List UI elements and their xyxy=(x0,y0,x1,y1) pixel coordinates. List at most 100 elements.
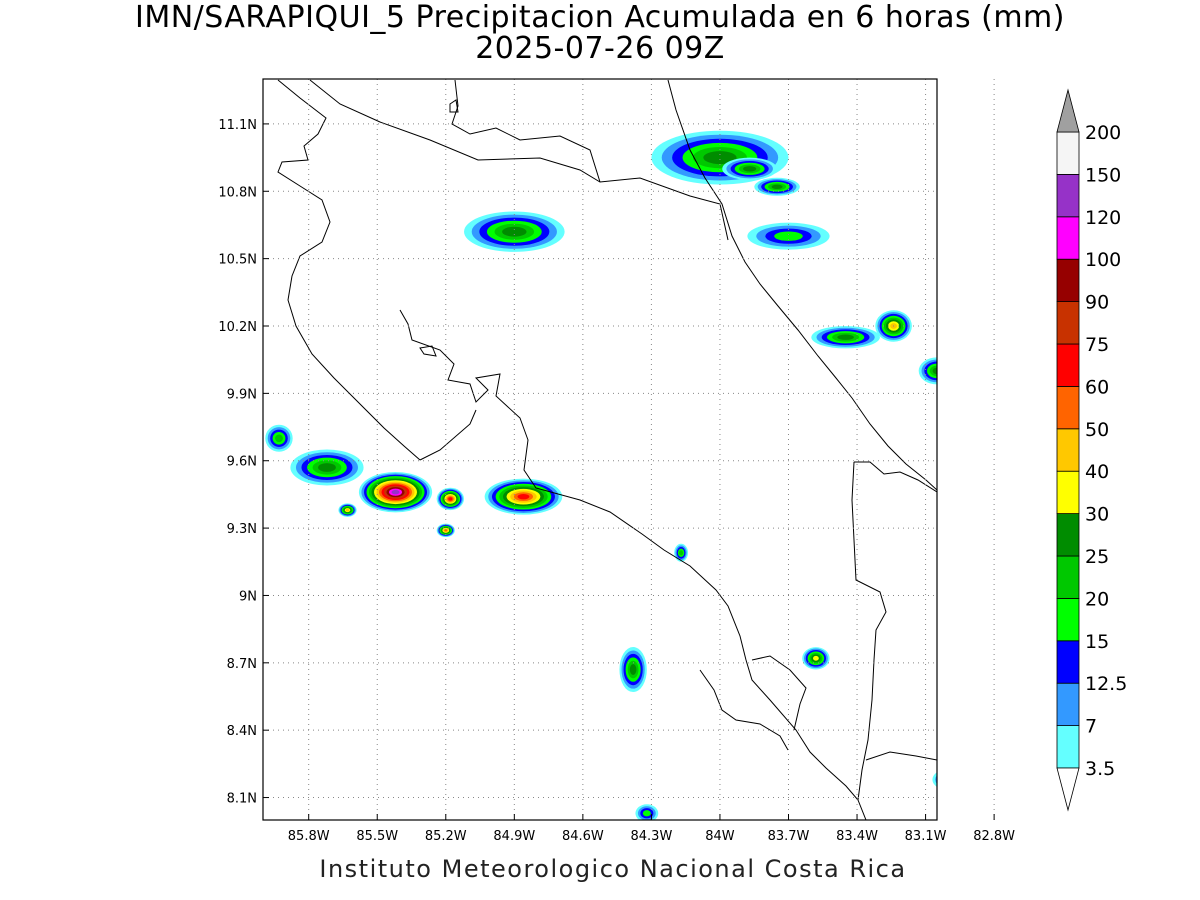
lon-tick-label: 84.9W xyxy=(493,829,535,844)
legend-label: 40 xyxy=(1085,461,1109,483)
precip-cell xyxy=(484,478,563,515)
precip-contour xyxy=(994,448,1009,465)
precip-contour xyxy=(938,769,981,790)
precip-contour xyxy=(992,446,1010,466)
legend-label: 15 xyxy=(1085,631,1109,653)
precip-cell xyxy=(747,222,830,250)
lon-tick-label: 83.4W xyxy=(836,829,878,844)
legend-label: 25 xyxy=(1085,546,1109,568)
precip-contour xyxy=(997,451,1005,461)
precip-contour xyxy=(679,550,684,556)
axis-ticks: 11.1N 10.8N 10.5N 10.2N 9.9N 9.6N 9.3N 9N 8.7N 8.… xyxy=(218,118,1015,844)
legend-label: 50 xyxy=(1085,419,1109,441)
precip-contour xyxy=(935,775,937,785)
coastline-borders xyxy=(277,79,937,820)
lat-tick-label: 9.9N xyxy=(227,387,257,402)
precip-contour xyxy=(1022,797,1034,807)
legend-swatch xyxy=(1056,640,1080,684)
legend-swatch xyxy=(1056,513,1080,557)
precip-contour xyxy=(1021,481,1049,521)
precip-cell xyxy=(932,769,981,790)
lat-tick-label: 9N xyxy=(239,589,257,604)
legend-swatch xyxy=(1056,428,1080,472)
legend-label: 200 xyxy=(1085,122,1121,144)
color-legend: 3.5 7 12.5 15 20 25 30 40 50 60 75 90 100 120 150 200 xyxy=(1056,88,1127,812)
precip-cell xyxy=(674,543,689,562)
legend-label: 90 xyxy=(1085,292,1109,314)
legend-label: 100 xyxy=(1085,249,1121,271)
precip-contour xyxy=(1020,795,1037,809)
legend-swatch xyxy=(1056,343,1080,387)
precip-contour xyxy=(932,367,937,375)
precip-cell xyxy=(811,326,880,349)
lat-tick-label: 8.7N xyxy=(227,657,257,672)
lon-tick-label: 85.2W xyxy=(425,829,467,844)
precip-cell xyxy=(619,647,647,693)
legend-swatch xyxy=(1056,555,1080,599)
precip-contour xyxy=(964,396,978,404)
precip-contour xyxy=(962,395,981,406)
lon-tick-label: 84.6W xyxy=(562,829,604,844)
lon-tick-label: 83.7W xyxy=(768,829,810,844)
legend-label: 3.5 xyxy=(1085,758,1115,780)
precip-contour xyxy=(998,453,1003,459)
legend-label: 75 xyxy=(1085,334,1109,356)
precip-contour xyxy=(944,772,976,788)
legend-label: 150 xyxy=(1085,164,1121,186)
legend-swatch xyxy=(1056,258,1080,303)
precip-contour xyxy=(345,508,350,512)
legend-label: 12.5 xyxy=(1085,673,1127,695)
lon-tick-label: 85.5W xyxy=(356,829,398,844)
legend-swatch xyxy=(1056,216,1080,260)
precip-cell xyxy=(754,177,800,196)
precip-contour xyxy=(932,772,937,788)
precip-contour xyxy=(1016,792,1041,812)
legend-label: 20 xyxy=(1085,588,1109,610)
precip-contour xyxy=(275,434,283,443)
precip-cell xyxy=(948,387,994,414)
legend-label: 120 xyxy=(1085,207,1121,229)
lat-tick-label: 9.3N xyxy=(227,522,257,537)
precip-cell xyxy=(436,487,465,511)
legend-label: 7 xyxy=(1085,716,1097,738)
legend-swatch xyxy=(1056,725,1080,769)
precip-contour xyxy=(771,184,783,189)
precip-cell xyxy=(338,503,357,517)
precip-contour xyxy=(1024,798,1033,806)
legend-label: 60 xyxy=(1085,376,1109,398)
precip-contour xyxy=(1021,796,1035,808)
lat-tick-label: 10.2N xyxy=(218,320,257,335)
precip-contour xyxy=(1030,494,1040,508)
footer-credit: Instituto Meteorologico Nacional Costa R… xyxy=(319,855,907,883)
precip-contour xyxy=(391,489,400,495)
precip-contour xyxy=(959,393,983,407)
lon-tick-label: 84W xyxy=(705,829,735,844)
lon-tick-label: 82.8W xyxy=(973,829,1015,844)
legend-swatch xyxy=(1056,470,1080,515)
lon-tick-label: 83.1W xyxy=(905,829,947,844)
precip-contour xyxy=(995,450,1006,463)
precip-cell xyxy=(635,804,659,820)
legend-arrow-top xyxy=(1056,88,1080,133)
precip-cell xyxy=(436,523,455,538)
precip-contour xyxy=(774,231,803,241)
precip-contour xyxy=(987,441,1014,472)
lat-tick-label: 11.1N xyxy=(218,118,257,133)
precip-contour xyxy=(1015,791,1042,813)
precip-contour xyxy=(989,442,1013,470)
lat-tick-label: 10.5N xyxy=(218,253,257,268)
precip-contour xyxy=(951,388,991,412)
precip-cell xyxy=(358,471,433,513)
precip-cell xyxy=(464,211,565,252)
precip-contour xyxy=(444,529,448,532)
precip-cell xyxy=(918,357,937,385)
precip-contour xyxy=(318,463,336,472)
precip-contour xyxy=(502,226,527,237)
legend-label: 30 xyxy=(1085,504,1109,526)
precip-contour xyxy=(448,497,453,501)
precip-cell xyxy=(265,424,293,452)
precip-contour xyxy=(517,493,530,500)
page-subtitle: 2025-07-26 09Z xyxy=(475,31,725,66)
precip-contour xyxy=(813,655,819,661)
